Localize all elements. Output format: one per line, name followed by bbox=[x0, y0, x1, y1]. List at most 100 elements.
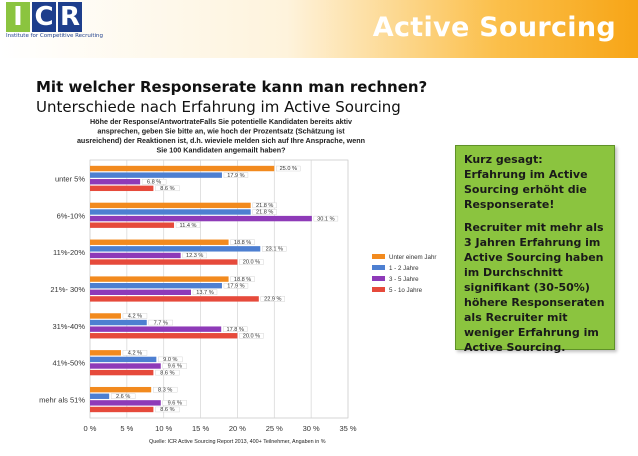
data-label: 25.0 % bbox=[280, 166, 297, 172]
data-label-box bbox=[223, 326, 248, 332]
bar bbox=[90, 185, 154, 192]
bar bbox=[90, 289, 191, 295]
chart-panel: Höhe der Response/AntwortrateFalls Sie p… bbox=[36, 114, 456, 452]
plot-area bbox=[89, 159, 349, 419]
data-label-box bbox=[155, 185, 180, 192]
data-label-box bbox=[110, 393, 136, 399]
legend-label: 1 - 2 Jahre bbox=[389, 265, 419, 272]
bar bbox=[90, 313, 121, 319]
bar bbox=[90, 276, 229, 282]
data-label: 21.8 % bbox=[256, 203, 273, 209]
data-label-box bbox=[223, 172, 249, 178]
legend-label: 3 - 5 Jahre bbox=[389, 276, 419, 283]
category-label: unter 5% bbox=[55, 174, 85, 183]
data-label: 17.9 % bbox=[227, 173, 244, 179]
bar bbox=[90, 222, 175, 228]
bar bbox=[90, 283, 222, 289]
data-label-box bbox=[148, 319, 173, 326]
bar bbox=[90, 252, 181, 259]
x-tick-label: 0 % bbox=[84, 424, 97, 433]
x-tick-label: 35 % bbox=[339, 424, 356, 433]
data-label: 17.8 % bbox=[227, 327, 244, 333]
data-label: 20.0 % bbox=[243, 260, 260, 266]
legend-swatch bbox=[372, 287, 385, 292]
data-label-box bbox=[230, 276, 255, 282]
data-label: 12.3 % bbox=[186, 253, 203, 259]
data-label: 7.7 % bbox=[154, 320, 168, 326]
data-label: 6.8 % bbox=[147, 179, 161, 185]
data-label-box bbox=[313, 215, 339, 222]
data-label: 30.1 % bbox=[317, 216, 334, 222]
x-tick-label: 10 % bbox=[155, 424, 172, 433]
bar bbox=[90, 400, 161, 406]
bar bbox=[90, 179, 141, 185]
data-label: 8.6 % bbox=[160, 407, 174, 413]
question-heading: Mit welcher Responserate kann man rechne… bbox=[36, 78, 428, 96]
data-label: 9.0 % bbox=[163, 357, 177, 363]
bar bbox=[90, 259, 238, 265]
data-label-box bbox=[155, 406, 180, 413]
data-label-box bbox=[230, 239, 255, 245]
callout-summary: Kurz gesagt: Erfahrung im Active Sourcin… bbox=[464, 153, 588, 211]
bar bbox=[90, 172, 222, 178]
data-label: 20.0 % bbox=[243, 333, 260, 339]
summary-callout: Kurz gesagt: Erfahrung im Active Sourcin… bbox=[455, 145, 615, 354]
chart-title-line: ansprechen, geben Sie bitte an, wie hoch… bbox=[97, 127, 345, 136]
chart-title-line: ausreichend) der Reaktionen ist, d.h. wi… bbox=[77, 136, 365, 145]
data-label: 2.6 % bbox=[116, 394, 130, 400]
bar bbox=[90, 319, 147, 326]
data-label-box bbox=[162, 363, 187, 369]
x-tick-label: 20 % bbox=[229, 424, 246, 433]
bar bbox=[90, 239, 229, 245]
data-label: 4.2 % bbox=[128, 351, 142, 357]
data-label: 9.6 % bbox=[168, 401, 182, 407]
bar bbox=[90, 350, 121, 356]
data-label-box bbox=[239, 259, 264, 265]
logo-tagline: Institute for Competitive Recruiting bbox=[6, 33, 104, 39]
x-tick-label: 5 % bbox=[120, 424, 133, 433]
data-label-box bbox=[175, 222, 201, 228]
bar bbox=[90, 393, 110, 399]
data-label-box bbox=[262, 246, 287, 252]
data-label-box bbox=[158, 356, 183, 363]
category-label: 41%-50% bbox=[52, 359, 85, 368]
data-label: 23.1 % bbox=[266, 247, 283, 253]
data-label-box bbox=[223, 282, 249, 289]
bar bbox=[90, 369, 154, 376]
category-label: 6%-10% bbox=[57, 211, 86, 220]
data-label-box bbox=[122, 350, 148, 356]
data-label-box bbox=[152, 386, 178, 393]
bar bbox=[90, 296, 259, 302]
category-label: 31%-40% bbox=[52, 322, 85, 331]
data-label: 9.6 % bbox=[168, 364, 182, 370]
bar bbox=[90, 326, 222, 332]
data-label-box bbox=[252, 209, 277, 215]
data-label: 22.9 % bbox=[264, 297, 281, 303]
x-tick-label: 30 % bbox=[303, 424, 320, 433]
callout-detail: Recruiter mit mehr als 3 Jahren Erfahrun… bbox=[464, 221, 605, 354]
bar bbox=[90, 202, 251, 209]
legend-swatch bbox=[372, 254, 385, 259]
data-label-box bbox=[182, 252, 207, 259]
x-tick-label: 15 % bbox=[192, 424, 209, 433]
data-label-box bbox=[122, 313, 148, 319]
bar bbox=[90, 333, 238, 339]
bar bbox=[90, 215, 312, 222]
source-note: Quelle: ICR Active Sourcing Report 2013,… bbox=[149, 439, 326, 445]
bar bbox=[90, 406, 154, 413]
data-label: 11.4 % bbox=[180, 223, 197, 229]
data-label-box bbox=[260, 296, 286, 302]
bar bbox=[90, 386, 152, 393]
legend-label: Unter einem Jahr bbox=[389, 254, 436, 261]
response-rate-chart: Höhe der Response/AntwortrateFalls Sie p… bbox=[39, 117, 436, 445]
category-label: 11%-20% bbox=[53, 248, 85, 257]
bar bbox=[90, 209, 251, 215]
page-title: Active Sourcing bbox=[372, 12, 616, 43]
icr-logo: I C R Institute for Competitive Recruiti… bbox=[6, 2, 103, 42]
data-label-box bbox=[276, 165, 301, 172]
data-label-box bbox=[192, 289, 218, 296]
category-label: 21%- 30% bbox=[50, 285, 85, 294]
bar bbox=[90, 356, 157, 363]
question-subheading: Unterschiede nach Erfahrung im Active So… bbox=[36, 98, 401, 116]
data-label: 4.2 % bbox=[128, 314, 142, 320]
